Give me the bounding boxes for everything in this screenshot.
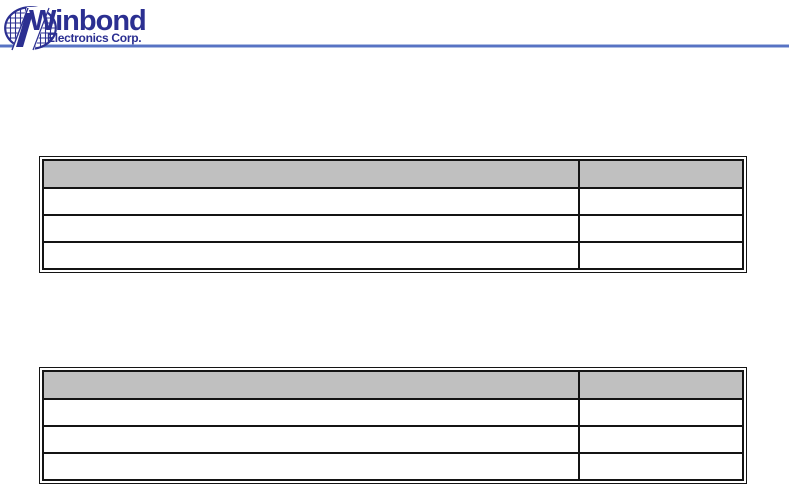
- brand-subtitle: Electronics Corp.: [47, 31, 142, 45]
- grid-globe-icon: [4, 6, 57, 51]
- table-cell: [41, 241, 581, 270]
- brand-name: Winbond: [29, 5, 147, 37]
- table-row: [41, 398, 744, 427]
- table-cell: [41, 187, 581, 216]
- table-cell: [578, 214, 744, 243]
- table-header-cell: [578, 159, 744, 189]
- table-cell: [41, 425, 581, 454]
- table-row: [41, 425, 744, 454]
- header-rule: [0, 44, 789, 48]
- table-cell: [578, 187, 744, 216]
- table-header-row: [41, 370, 744, 400]
- table-cell: [41, 452, 581, 481]
- table-header-cell: [41, 159, 581, 189]
- table-row: [41, 452, 744, 481]
- table-cell: [578, 398, 744, 427]
- table-cell: [41, 214, 581, 243]
- table-header-row: [41, 159, 744, 189]
- table-row: [41, 241, 744, 270]
- winbond-logo: Winbond Electronics Corp.: [0, 0, 170, 56]
- table-row: [41, 187, 744, 216]
- table-cell: [578, 425, 744, 454]
- table-cell: [41, 398, 581, 427]
- table-row: [41, 214, 744, 243]
- table-header-cell: [41, 370, 581, 400]
- document-table-1: [39, 156, 747, 273]
- table-cell: [578, 241, 744, 270]
- table-header-cell: [578, 370, 744, 400]
- document-table-2: [39, 367, 747, 484]
- table-cell: [578, 452, 744, 481]
